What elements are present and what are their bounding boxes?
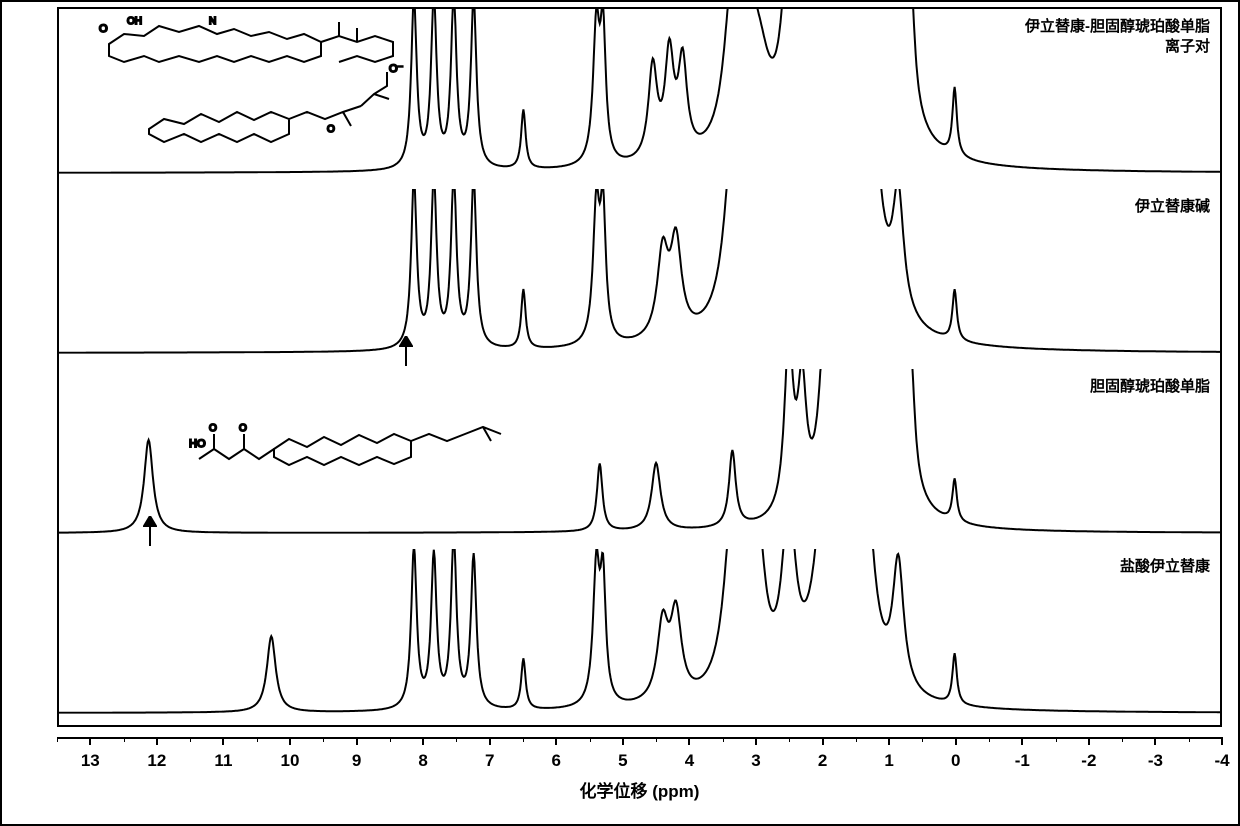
axis-tick-label: 0	[951, 751, 960, 771]
axis-tick	[222, 737, 224, 745]
axis-tick	[1154, 737, 1156, 745]
axis-tick	[1021, 737, 1023, 745]
axis-minor-tick	[1056, 737, 1057, 742]
axis-minor-tick	[922, 737, 923, 742]
axis-tick	[1088, 737, 1090, 745]
axis-tick-label: 6	[552, 751, 561, 771]
axis-title: 化学位移 (ppm)	[580, 777, 700, 802]
axis-tick-label: 11	[214, 751, 232, 771]
axis-tick-label: 3	[751, 751, 760, 771]
axis-line	[57, 737, 1222, 739]
x-axis: 化学位移 (ppm) 131211109876543210-1-2-3-4	[57, 737, 1222, 817]
axis-minor-tick	[590, 737, 591, 742]
svg-text:O: O	[209, 423, 217, 434]
axis-tick-label: 10	[281, 751, 300, 771]
axis-tick-label: -2	[1081, 751, 1096, 771]
spectrum-row-ion-pair: 伊立替康-胆固醇琥珀酸单脂 离子对OOHNO⁻O	[59, 9, 1220, 189]
axis-minor-tick	[523, 737, 524, 742]
nmr-figure: 伊立替康-胆固醇琥珀酸单脂 离子对OOHNO⁻O伊立替康碱胆固醇琥珀酸单脂HOO…	[0, 0, 1240, 826]
axis-tick	[89, 737, 91, 745]
axis-minor-tick	[856, 737, 857, 742]
axis-tick-label: 2	[818, 751, 827, 771]
axis-tick-label: 4	[685, 751, 694, 771]
spectrum-row-base: 伊立替康碱	[59, 189, 1220, 369]
axis-minor-tick	[1122, 737, 1123, 742]
plot-area: 伊立替康-胆固醇琥珀酸单脂 离子对OOHNO⁻O伊立替康碱胆固醇琥珀酸单脂HOO…	[57, 7, 1222, 727]
spectrum-row-chs: 胆固醇琥珀酸单脂HOOO	[59, 369, 1220, 549]
axis-minor-tick	[190, 737, 191, 742]
svg-text:O: O	[327, 124, 335, 135]
svg-text:O: O	[239, 423, 247, 434]
axis-tick	[356, 737, 358, 745]
axis-tick	[688, 737, 690, 745]
axis-tick-label: -1	[1015, 751, 1030, 771]
axis-tick	[555, 737, 557, 745]
annotation-arrow	[143, 516, 157, 551]
svg-text:O⁻: O⁻	[389, 63, 404, 75]
axis-minor-tick	[456, 737, 457, 742]
axis-tick	[822, 737, 824, 745]
axis-tick	[888, 737, 890, 745]
axis-tick-label: 9	[352, 751, 361, 771]
molecular-structure-chs: HOOO	[189, 379, 529, 489]
axis-tick	[1221, 737, 1223, 745]
axis-minor-tick	[989, 737, 990, 742]
axis-tick	[422, 737, 424, 745]
axis-minor-tick	[723, 737, 724, 742]
axis-tick-label: 12	[147, 751, 166, 771]
axis-tick-label: -3	[1148, 751, 1163, 771]
axis-tick-label: 1	[884, 751, 893, 771]
axis-tick	[755, 737, 757, 745]
svg-text:O: O	[99, 23, 108, 35]
annotation-arrow	[399, 336, 413, 371]
svg-text:HO: HO	[189, 438, 206, 450]
axis-tick-label: 8	[418, 751, 427, 771]
axis-tick-label: 13	[81, 751, 100, 771]
axis-tick-label: 5	[618, 751, 627, 771]
molecular-structure-ion-pair: O OH N O⁻ O	[89, 14, 419, 149]
axis-tick	[955, 737, 957, 745]
spectrum-trace	[59, 549, 1220, 727]
spectrum-row-hcl: 盐酸伊立替康	[59, 549, 1220, 727]
axis-minor-tick	[124, 737, 125, 742]
axis-minor-tick	[257, 737, 258, 742]
axis-minor-tick	[656, 737, 657, 742]
axis-minor-tick	[390, 737, 391, 742]
axis-minor-tick	[789, 737, 790, 742]
axis-minor-tick	[1189, 737, 1190, 742]
axis-tick-label: -4	[1214, 751, 1229, 771]
axis-minor-tick	[57, 737, 58, 742]
axis-minor-tick	[323, 737, 324, 742]
svg-text:N: N	[209, 16, 216, 27]
axis-tick	[156, 737, 158, 745]
svg-text:OH: OH	[127, 16, 142, 27]
axis-tick	[289, 737, 291, 745]
spectrum-trace	[59, 189, 1220, 368]
axis-tick-label: 7	[485, 751, 494, 771]
axis-tick	[622, 737, 624, 745]
axis-tick	[489, 737, 491, 745]
